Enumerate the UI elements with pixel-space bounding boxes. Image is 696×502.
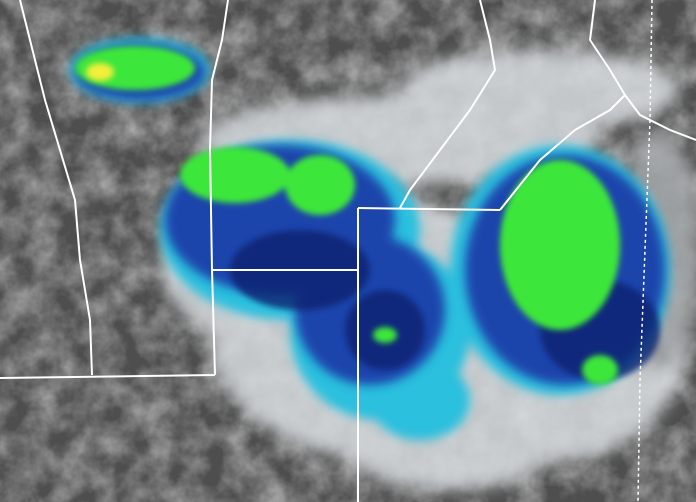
border-middle-horizontal bbox=[357, 207, 501, 211]
yellow-core bbox=[86, 63, 114, 81]
border-far-east bbox=[589, 0, 626, 96]
border-dashed-meridian bbox=[637, 0, 653, 502]
border-east bbox=[499, 94, 696, 211]
border-west-river bbox=[19, 0, 93, 376]
border-northeast-river bbox=[399, 0, 496, 209]
border-central-vertical bbox=[209, 0, 229, 376]
border-west-south bbox=[0, 374, 216, 379]
